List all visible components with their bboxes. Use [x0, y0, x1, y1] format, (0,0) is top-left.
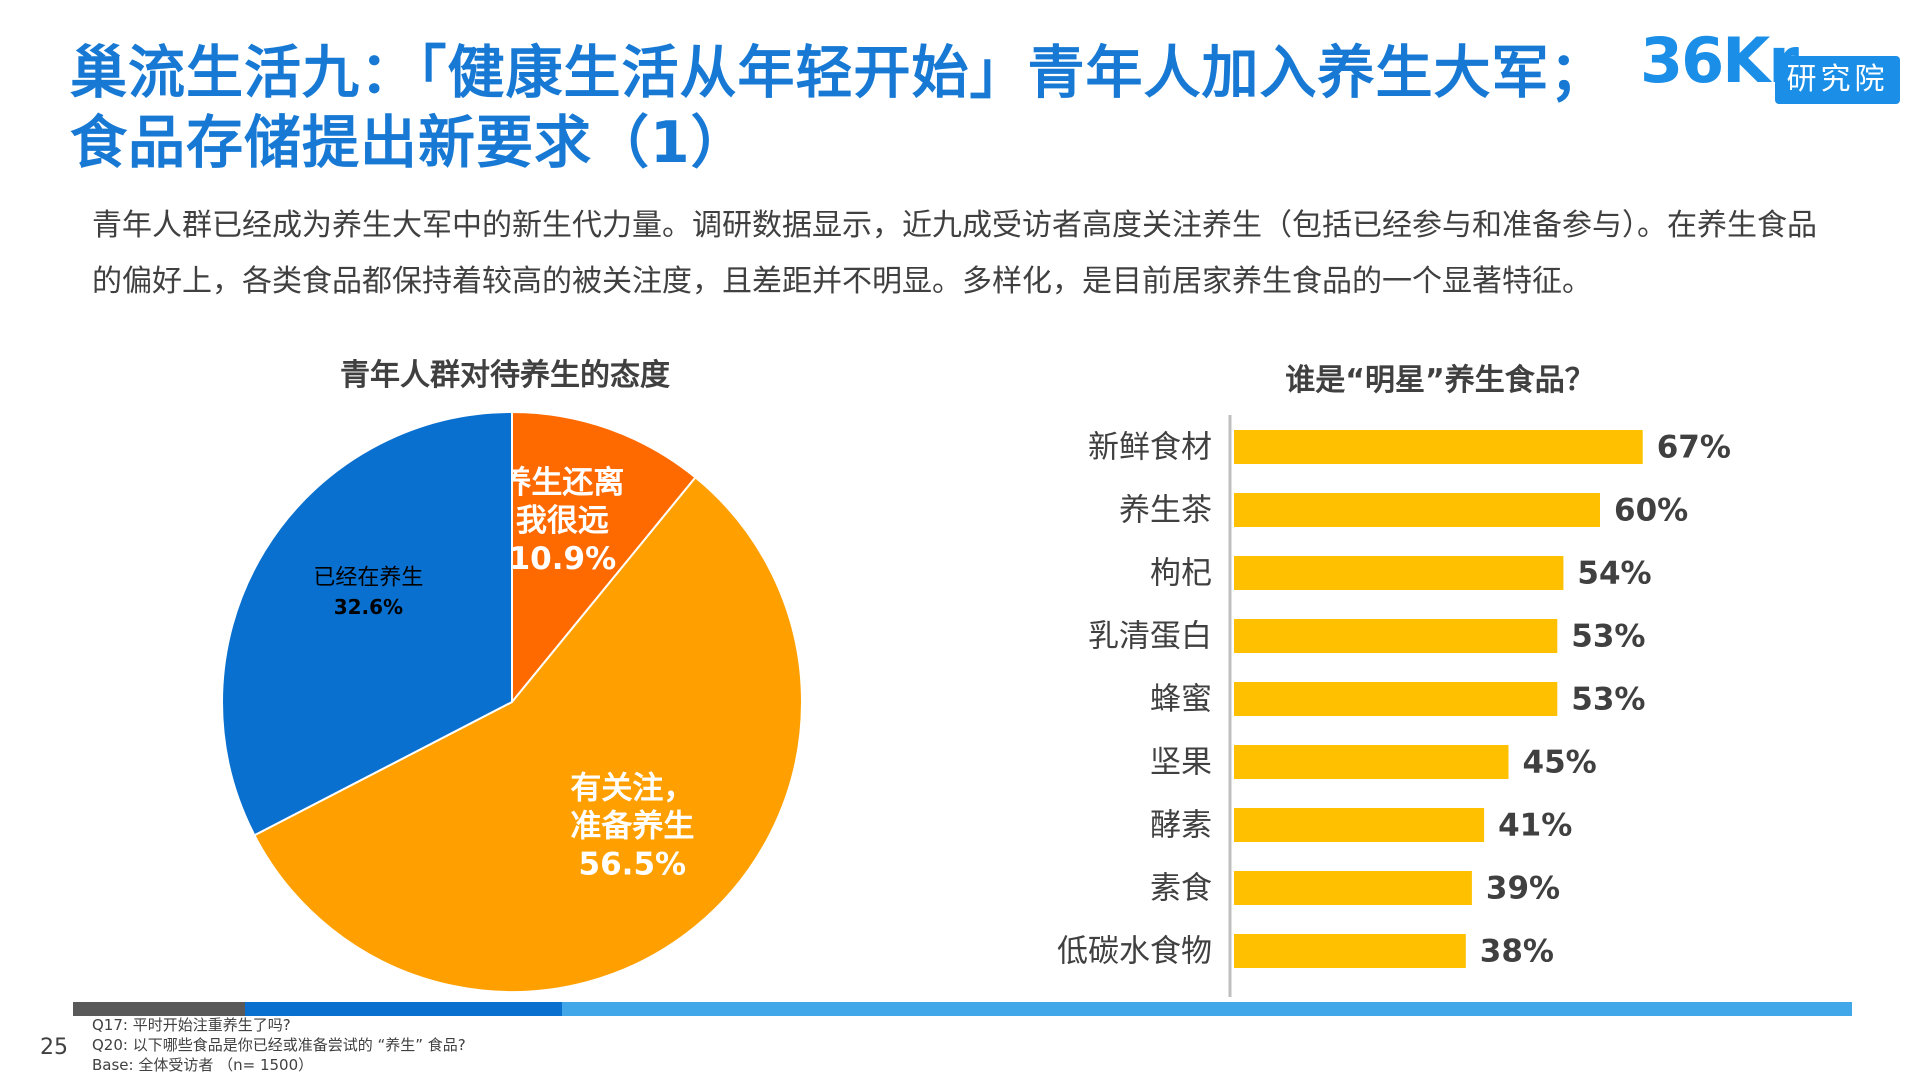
bar-chart-title: 谁是“明星”养生食品？	[1285, 363, 1595, 398]
bar-value-label: 53%	[1571, 682, 1645, 718]
bar	[1234, 808, 1485, 842]
bar-value-label: 53%	[1571, 619, 1645, 655]
bar-value-label: 60%	[1614, 493, 1688, 529]
bar-value-label: 45%	[1523, 745, 1597, 781]
bar	[1234, 556, 1564, 590]
bar	[1234, 430, 1643, 464]
pie-value-label: 10.9%	[509, 541, 617, 577]
bar-category-label: 新鲜食材	[1088, 430, 1212, 466]
bar	[1234, 619, 1558, 653]
pie-slice	[253, 475, 803, 993]
footer-notes: Q17: 平时开始注重养生了吗? Q20: 以下哪些食品是你已经或准备尝试的 “…	[92, 1015, 466, 1075]
brand-logo: 36Kr 研究院	[1640, 18, 1900, 108]
pie-slice	[221, 410, 513, 837]
footer-divider-dark	[73, 1002, 245, 1016]
bar-category-label: 养生茶	[1119, 493, 1212, 529]
bar-category-label: 乳清蛋白	[1088, 619, 1212, 655]
bar-value-label: 38%	[1480, 934, 1554, 970]
bar-value-label: 39%	[1486, 871, 1560, 907]
intro-paragraph: 青年人群已经成为养生大军中的新生代力量。调研数据显示，近九成受访者高度关注养生（…	[92, 208, 1817, 299]
pie-slice-label: 我很远	[516, 503, 609, 539]
footer-note: Q17: 平时开始注重养生了吗?	[92, 1016, 291, 1034]
pie-slice-label: 有关注，	[570, 771, 694, 807]
footer-divider-light	[562, 1002, 1852, 1016]
bar-category-label: 素食	[1150, 871, 1212, 907]
bar-category-label: 枸杞	[1150, 556, 1212, 592]
page-title-line-1: 巢流生活九：「健康生活从年轻开始」青年人加入养生大军；	[70, 40, 1608, 106]
page-number: 25	[40, 1035, 68, 1060]
bar-category-label: 低碳水食物	[1057, 934, 1212, 970]
logo-wordmark: 36Kr	[1640, 24, 1799, 97]
bar	[1234, 682, 1558, 716]
page-title-line-2: 食品存储提出新要求（1）	[70, 110, 749, 176]
pie-value-label: 32.6%	[334, 595, 403, 619]
pie-slice	[511, 410, 697, 705]
bar	[1234, 934, 1466, 968]
bar	[1234, 745, 1509, 779]
bar-value-label: 67%	[1657, 430, 1731, 466]
pie-value-label: 56.5%	[579, 847, 687, 883]
bar	[1234, 493, 1600, 527]
bar-category-label: 酵素	[1150, 808, 1212, 844]
pie-slice-label: 养生还离	[500, 465, 624, 501]
bar-category-label: 蜂蜜	[1150, 682, 1212, 718]
page-title: 巢流生活九：「健康生活从年轻开始」青年人加入养生大军； 食品存储提出新要求（1）	[70, 38, 1610, 178]
footer-divider-blue	[245, 1002, 562, 1016]
bar	[1234, 871, 1472, 905]
pie-slice-label: 准备养生	[570, 809, 694, 845]
pie-slice-label: 已经在养生	[313, 566, 423, 591]
bar-category-label: 坚果	[1150, 745, 1212, 781]
logo-badge: 研究院	[1775, 56, 1900, 104]
footer-note: Q20: 以下哪些食品是你已经或准备尝试的 “养生” 食品?	[92, 1036, 466, 1054]
bar-chart: 新鲜食材 67% 养生茶 60% 枸杞 54% 乳清蛋白 53% 蜂蜜 53% 坚果 45% 酵素 41%…	[1057, 415, 1731, 997]
bar-value-label: 41%	[1498, 808, 1572, 844]
pie-chart-title: 青年人群对待养生的态度	[340, 358, 670, 393]
bar-value-label: 54%	[1577, 556, 1651, 592]
footer-note: Base: 全体受访者 （n= 1500）	[92, 1056, 314, 1074]
